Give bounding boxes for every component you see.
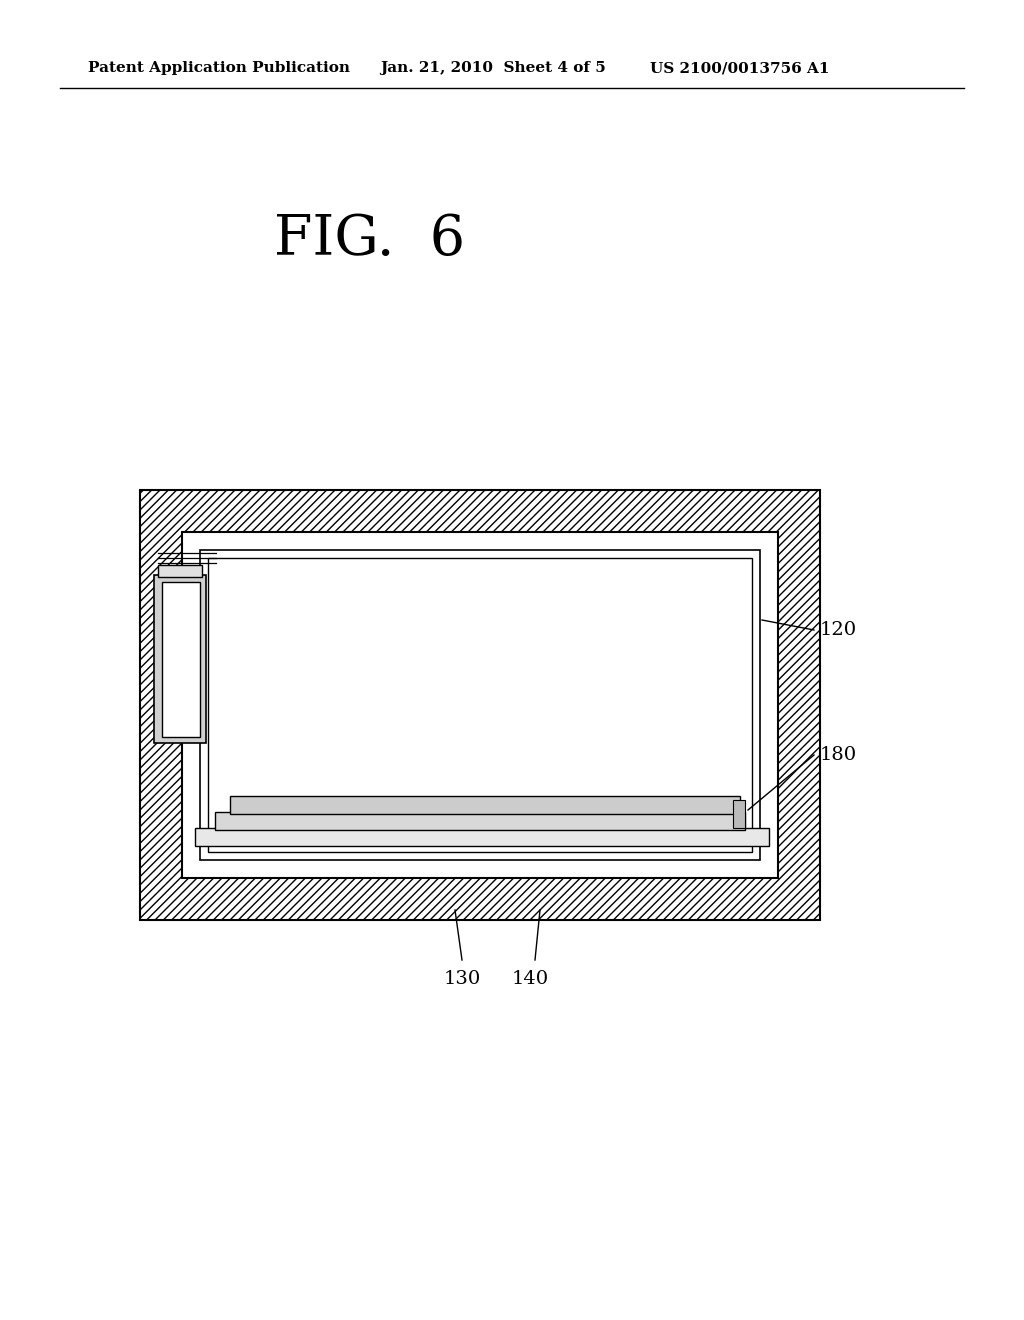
Text: 180: 180 <box>820 746 857 764</box>
Bar <box>215 812 745 830</box>
Text: US 2100/0013756 A1: US 2100/0013756 A1 <box>650 61 829 75</box>
Text: Patent Application Publication: Patent Application Publication <box>88 61 350 75</box>
Text: 120: 120 <box>820 620 857 639</box>
Bar <box>195 828 769 846</box>
Bar <box>733 800 745 828</box>
Bar <box>200 550 760 861</box>
Bar <box>158 565 202 577</box>
Text: Jan. 21, 2010  Sheet 4 of 5: Jan. 21, 2010 Sheet 4 of 5 <box>380 61 606 75</box>
Text: 130: 130 <box>443 970 480 987</box>
Bar <box>230 796 740 814</box>
Bar <box>208 558 752 851</box>
Bar <box>140 490 820 920</box>
Text: FIG.  6: FIG. 6 <box>274 213 466 268</box>
Text: 140: 140 <box>511 970 549 987</box>
Bar <box>154 576 206 743</box>
Bar <box>182 532 778 878</box>
Bar <box>162 582 200 737</box>
